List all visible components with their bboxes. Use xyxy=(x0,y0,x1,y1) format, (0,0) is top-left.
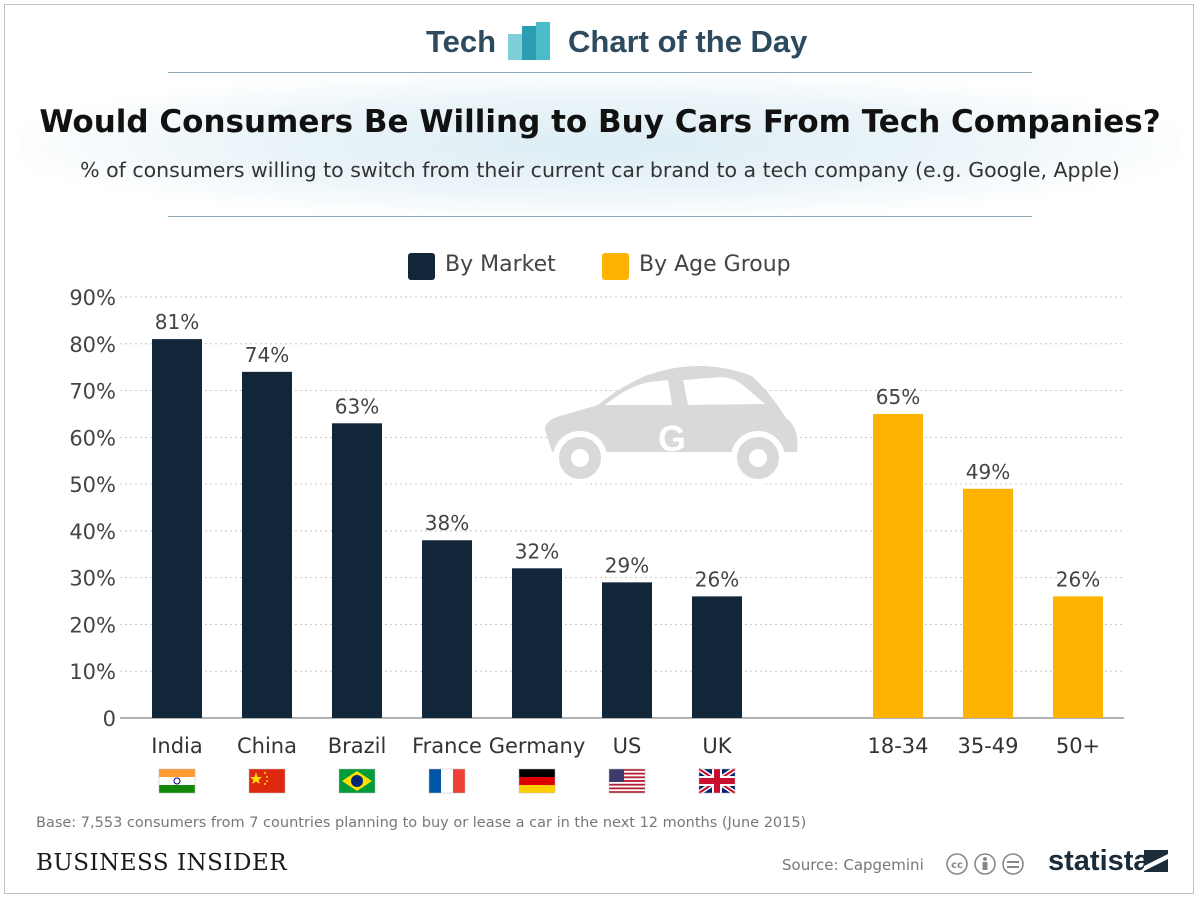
y-tick-label: 30% xyxy=(69,567,116,591)
bar-value-label: 63% xyxy=(335,394,379,418)
us-flag-icon xyxy=(608,768,646,794)
germany-flag-icon xyxy=(518,768,556,794)
x-category-label: 50+ xyxy=(1056,734,1100,758)
france-flag-icon xyxy=(428,768,466,794)
x-category-label: 35-49 xyxy=(957,734,1018,758)
base-note: Base: 7,553 consumers from 7 countries p… xyxy=(36,815,807,831)
y-tick-label: 90% xyxy=(69,286,116,310)
legend-swatch xyxy=(602,253,629,280)
bar-chart: 0 10% 20% 30% 40% 50% 60% 70% 80% 90% G 81% India 7… xyxy=(69,286,1124,796)
x-category-label: India xyxy=(151,734,203,758)
bar-value-label: 49% xyxy=(966,460,1010,484)
bar xyxy=(873,413,923,718)
brand-chart-of-the-day-label: Chart of the Day xyxy=(568,24,808,59)
brazil-flag-icon xyxy=(338,768,376,794)
bar-value-label: 81% xyxy=(155,310,199,334)
title-band xyxy=(20,72,1180,218)
chart-title: Would Consumers Be Willing to Buy Cars F… xyxy=(39,104,1161,140)
chart-frame xyxy=(4,4,1194,894)
x-category-label: UK xyxy=(702,734,732,758)
brand-tech-label: Tech xyxy=(426,24,497,59)
bottom-divider xyxy=(168,216,1032,217)
top-divider xyxy=(168,72,1032,73)
business-insider-logo: BUSINESS INSIDER xyxy=(36,850,288,876)
bar-value-label: 32% xyxy=(515,539,559,563)
legend-swatch xyxy=(408,253,435,280)
statista-mark-icon xyxy=(1144,850,1168,872)
svg-text:cc: cc xyxy=(951,860,963,871)
source-note: Source: Capgemini xyxy=(782,856,924,874)
india-flag-icon xyxy=(158,768,196,794)
bar xyxy=(602,582,652,718)
bar-value-label: 65% xyxy=(876,385,920,409)
bar-value-label: 38% xyxy=(425,511,469,535)
google-car-icon: G xyxy=(545,366,798,485)
bar xyxy=(332,423,382,718)
x-category-label: Brazil xyxy=(328,734,387,758)
bar-value-label: 74% xyxy=(245,343,289,367)
y-tick-label: 70% xyxy=(69,380,116,404)
y-tick-label: 40% xyxy=(69,520,116,544)
bar xyxy=(512,568,562,718)
bar xyxy=(963,488,1013,718)
x-category-label: Germany xyxy=(489,734,586,758)
y-tick-label: 50% xyxy=(69,473,116,497)
x-category-label: US xyxy=(613,734,642,758)
bar-value-label: 29% xyxy=(605,553,649,577)
cc-icon: cc xyxy=(946,853,968,875)
x-category-label: China xyxy=(237,734,297,758)
statista-logo: statista xyxy=(1048,845,1150,877)
license-icons: cc xyxy=(946,853,1024,875)
chart-subtitle: % of consumers willing to switch from th… xyxy=(80,158,1120,182)
uk-flag-icon xyxy=(697,766,737,796)
legend-label: By Market xyxy=(445,252,556,277)
bar-value-label: 26% xyxy=(1056,567,1100,591)
x-category-label: 18-34 xyxy=(867,734,928,758)
y-tick-label: 60% xyxy=(69,426,116,450)
x-category-label: France xyxy=(412,734,482,758)
y-tick-label: 0 xyxy=(103,707,116,731)
bar-value-label: 26% xyxy=(695,567,739,591)
google-g-letter: G xyxy=(658,418,686,459)
brand-header: Tech Chart of the Day xyxy=(0,22,1200,68)
y-tick-label: 10% xyxy=(69,660,116,684)
no-derivatives-icon xyxy=(1002,853,1024,875)
bar xyxy=(152,339,202,718)
y-tick-label: 20% xyxy=(69,613,116,637)
attribution-icon xyxy=(974,853,996,875)
y-tick-label: 80% xyxy=(69,333,116,357)
legend-label: By Age Group xyxy=(639,252,791,277)
bar-chart-logo-icon xyxy=(508,22,550,60)
bar xyxy=(242,371,292,718)
bar xyxy=(692,596,742,718)
bar xyxy=(422,540,472,718)
china-flag-icon xyxy=(248,768,286,794)
bar xyxy=(1053,596,1103,718)
